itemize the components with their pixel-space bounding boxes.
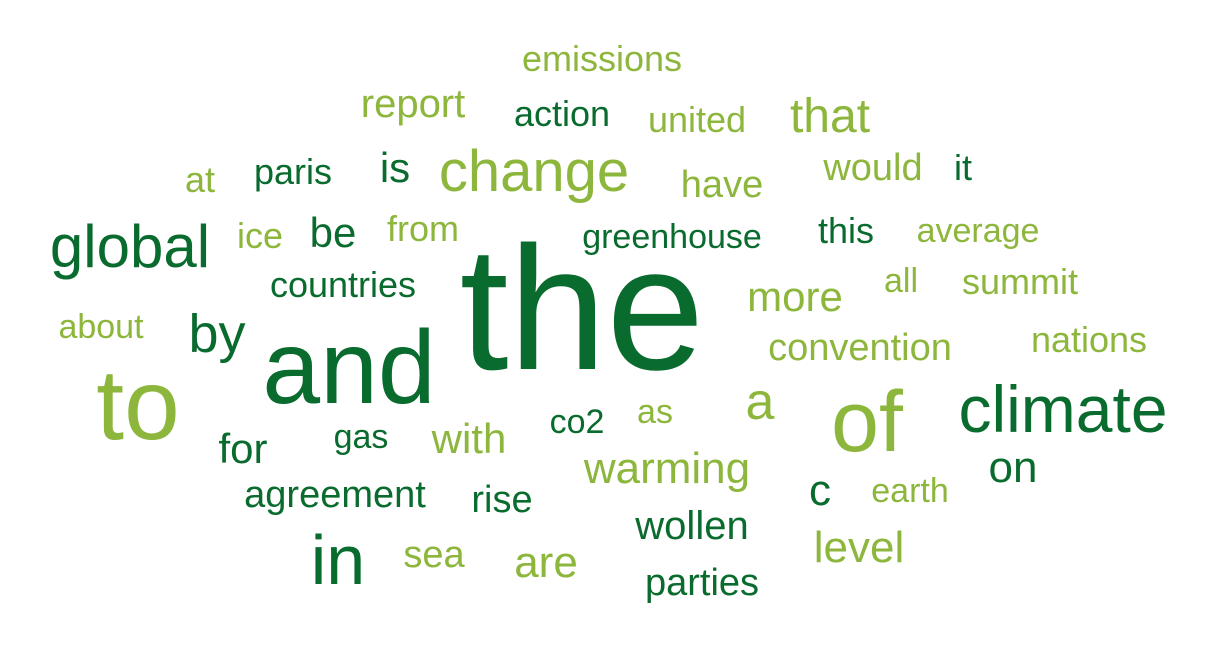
word-of: of (831, 374, 903, 470)
word-is: is (379, 144, 411, 191)
word-agreement: agreement (244, 474, 426, 516)
word-emissions: emissions (521, 38, 683, 79)
word-this: this (817, 210, 875, 251)
word-united: united (647, 99, 747, 140)
word-are: are (514, 538, 578, 587)
word-summit: summit (962, 261, 1078, 302)
word-action: action (513, 93, 611, 134)
word-wollen: wollen (635, 504, 749, 548)
word-nations: nations (1030, 319, 1148, 360)
word-climate: climate (958, 372, 1168, 446)
word-gas: gas (333, 418, 389, 456)
word-a: a (745, 373, 775, 431)
word-paris: paris (253, 151, 333, 192)
word-warming: warming (583, 444, 751, 493)
word-earth: earth (871, 472, 949, 510)
word-in: in (310, 521, 366, 599)
word-about: about (58, 308, 144, 346)
word-by: by (188, 304, 246, 364)
word-ice: ice (236, 215, 284, 256)
word-level: level (813, 523, 905, 572)
word-that: that (789, 90, 871, 143)
word-have: have (680, 164, 764, 206)
word-on: on (988, 443, 1038, 492)
word-all: all (883, 262, 919, 300)
word-to: to (96, 349, 180, 461)
word-co2: co2 (549, 403, 605, 441)
word-at: at (184, 159, 216, 200)
word-as: as (637, 393, 673, 431)
word-global: global (49, 213, 211, 280)
word-report: report (360, 82, 466, 126)
word-be: be (309, 209, 357, 256)
word-change: change (438, 139, 630, 204)
word-would: would (823, 147, 923, 189)
word-from: from (387, 208, 459, 249)
word-c: c (809, 466, 831, 515)
word-for: for (218, 425, 268, 472)
word-the: the (459, 211, 705, 407)
word-more: more (747, 273, 843, 320)
word-it: it (954, 147, 972, 188)
word-average: average (916, 212, 1040, 250)
word-convention: convention (768, 327, 952, 369)
word-greenhouse: greenhouse (582, 218, 762, 256)
word-rise: rise (471, 479, 533, 521)
word-and: and (262, 310, 436, 426)
word-countries: countries (269, 264, 417, 305)
word-with: with (431, 415, 507, 462)
word-sea: sea (403, 534, 465, 576)
word-parties: parties (644, 562, 760, 604)
